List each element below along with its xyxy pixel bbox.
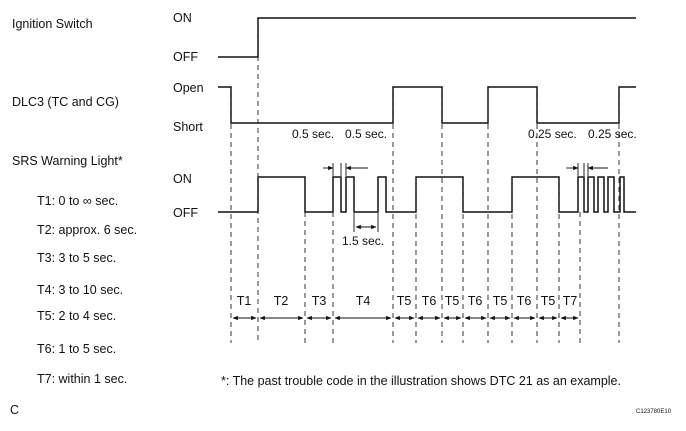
interval-label-t6-2: T6 <box>468 294 483 308</box>
srs-off-label: OFF <box>173 206 198 220</box>
pulse-width-dimension-0-25 <box>566 163 608 176</box>
annotation-0-25-sec-a: 0.25 sec. <box>528 127 577 141</box>
interval-label-t6-3: T6 <box>517 294 532 308</box>
interval-label-t6-1: T6 <box>422 294 437 308</box>
interval-row: T1 T2 T3 T4 T5 T6 T5 T6 T5 T6 T5 T7 <box>232 294 579 321</box>
legend-t3: T3: 3 to 5 sec. <box>37 251 116 265</box>
legend-t7: T7: within 1 sec. <box>37 372 127 386</box>
annotation-1-5-sec: 1.5 sec. <box>342 234 384 248</box>
ignition-on-label: ON <box>173 11 192 25</box>
legend-t4: T4: 3 to 10 sec. <box>37 283 123 297</box>
legend-t2: T2: approx. 6 sec. <box>37 223 137 237</box>
annotation-0-5-sec-a: 0.5 sec. <box>292 127 334 141</box>
figure-id: C123780E10 <box>636 409 672 415</box>
interval-markers <box>230 20 620 343</box>
interval-legend: T1: 0 to ∞ sec. T2: approx. 6 sec. T3: 3… <box>37 194 137 386</box>
ignition-switch-label: Ignition Switch <box>12 17 93 31</box>
interval-label-t5-1: T5 <box>397 294 412 308</box>
interval-label-t5-3: T5 <box>493 294 508 308</box>
interval-label-t4: T4 <box>356 294 371 308</box>
dlc3-waveform <box>218 86 636 124</box>
interval-label-t3: T3 <box>312 294 327 308</box>
gap-dimension-1-5-sec <box>353 213 379 232</box>
dlc3-short-label: Short <box>173 120 203 134</box>
srs-warning-light-label: SRS Warning Light* <box>12 154 123 168</box>
annotation-0-5-sec-b: 0.5 sec. <box>345 127 387 141</box>
legend-t5: T5: 2 to 4 sec. <box>37 309 116 323</box>
annotation-0-25-sec-b: 0.25 sec. <box>588 127 637 141</box>
srs-on-label: ON <box>173 172 192 186</box>
footnote: *: The past trouble code in the illustra… <box>221 374 621 388</box>
interval-label-t1: T1 <box>237 294 252 308</box>
interval-label-t5-2: T5 <box>445 294 460 308</box>
legend-t6: T6: 1 to 5 sec. <box>37 342 116 356</box>
legend-t1: T1: 0 to ∞ sec. <box>37 194 118 208</box>
interval-label-t5-4: T5 <box>541 294 556 308</box>
srs-warning-light-waveform <box>218 176 636 213</box>
ignition-switch-waveform <box>218 17 636 58</box>
interval-label-t7: T7 <box>563 294 578 308</box>
ignition-off-label: OFF <box>173 50 198 64</box>
pulse-width-dimension-0-5 <box>323 163 368 176</box>
dlc3-label: DLC3 (TC and CG) <box>12 95 119 109</box>
interval-label-t2: T2 <box>274 294 289 308</box>
corner-letter: C <box>10 403 19 417</box>
dlc3-open-label: Open <box>173 81 204 95</box>
